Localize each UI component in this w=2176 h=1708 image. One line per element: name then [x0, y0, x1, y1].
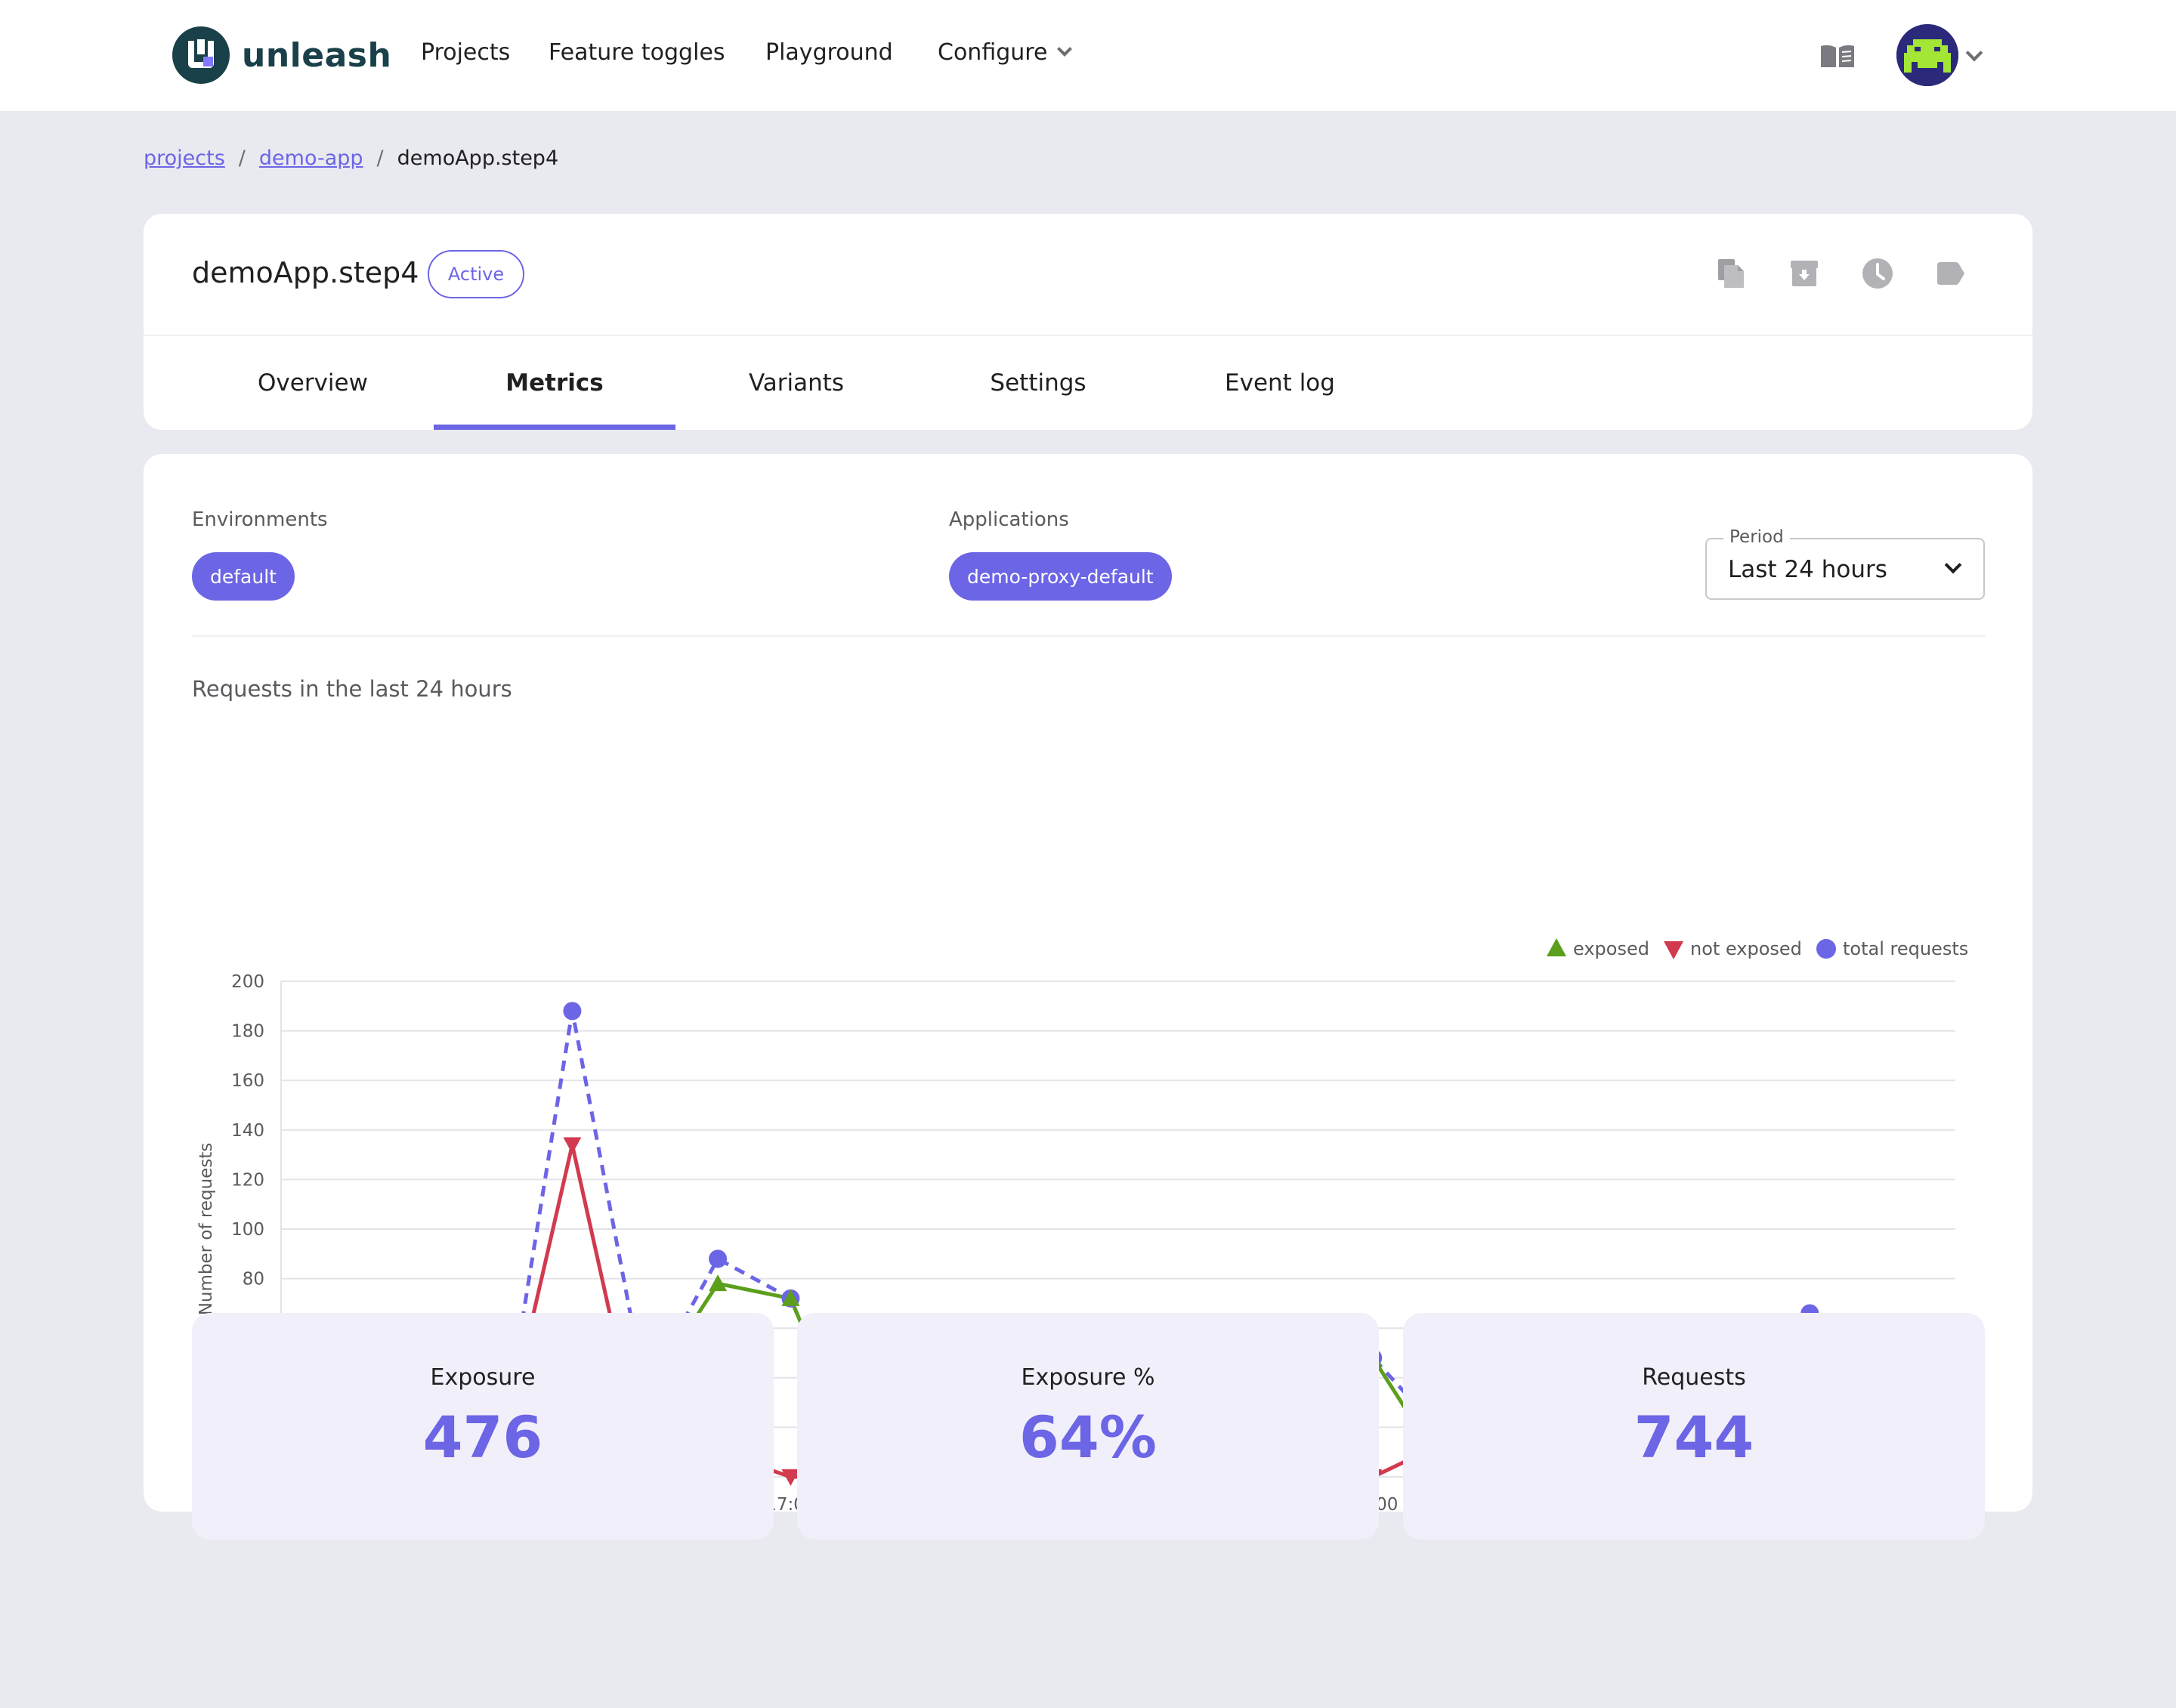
legend-label[interactable]: total requests	[1843, 938, 1968, 959]
archive-icon[interactable]	[1787, 256, 1822, 291]
y-tick-label: 200	[231, 972, 264, 992]
feature-name: demoApp.step4	[192, 256, 419, 289]
environment-chip[interactable]: default	[192, 552, 295, 601]
feature-header-card: demoApp.step4 Active Overview Metrics Va…	[144, 214, 2032, 430]
logo-text: unleash	[242, 36, 392, 75]
top-navigation-bar: unleash Projects Feature toggles Playgro…	[0, 0, 2176, 111]
stat-label: Exposure	[430, 1364, 536, 1391]
y-tick-label: 80	[243, 1270, 264, 1289]
application-chip[interactable]: demo-proxy-default	[949, 552, 1172, 601]
data-point-total-requests	[563, 1002, 582, 1021]
y-tick-label: 160	[231, 1071, 264, 1091]
metrics-card: Environments default Applications demo-p…	[144, 454, 2032, 1540]
feature-tabs: Overview Metrics Variants Settings Event…	[144, 336, 2032, 430]
breadcrumb: projects / demo-app / demoApp.step4	[144, 147, 558, 170]
applications-label: Applications	[949, 508, 1069, 531]
chevron-down-icon	[1057, 41, 1073, 57]
unleash-logo[interactable]: unleash	[172, 26, 391, 84]
data-point-total-requests	[709, 1249, 728, 1268]
user-avatar[interactable]	[1896, 24, 1958, 86]
stat-card-requests: Requests 744	[1403, 1313, 1985, 1540]
nav-projects[interactable]: Projects	[421, 39, 511, 66]
chart-title: Requests in the last 24 hours	[192, 676, 512, 702]
breadcrumb-current: demoApp.step4	[397, 147, 559, 170]
tab-event-log[interactable]: Event log	[1225, 369, 1335, 397]
status-badge: Active	[428, 250, 524, 298]
y-axis-label: Number of requests	[196, 1143, 216, 1316]
y-tick-label: 180	[231, 1022, 264, 1042]
data-point-exposed	[709, 1274, 728, 1292]
tab-variants[interactable]: Variants	[748, 369, 845, 397]
breadcrumb-separator: /	[376, 147, 384, 170]
breadcrumb-projects-link[interactable]: projects	[144, 147, 225, 170]
data-point-exposed	[781, 1289, 800, 1306]
tab-metrics[interactable]: Metrics	[434, 336, 675, 430]
period-value: Last 24 hours	[1728, 556, 1887, 583]
breadcrumb-project-link[interactable]: demo-app	[258, 147, 363, 170]
stat-value: 744	[1634, 1404, 1754, 1471]
unleash-logo-icon	[172, 26, 230, 84]
history-clock-icon[interactable]	[1860, 256, 1895, 291]
stat-value: 64%	[1019, 1404, 1157, 1471]
stat-label: Requests	[1642, 1364, 1746, 1391]
stat-card-exposure-percent: Exposure % 64%	[797, 1313, 1379, 1540]
avatar-invader-icon	[1896, 24, 1958, 86]
tab-overview[interactable]: Overview	[258, 369, 368, 397]
documentation-book-icon[interactable]	[1819, 43, 1856, 70]
legend-marker	[1664, 941, 1683, 959]
data-point-not-exposed	[563, 1137, 582, 1154]
user-menu-chevron-icon[interactable]	[1965, 44, 1983, 62]
y-tick-label: 120	[231, 1170, 264, 1190]
breadcrumb-separator: /	[238, 147, 246, 170]
stat-card-exposure: Exposure 476	[192, 1313, 774, 1540]
stat-label: Exposure %	[1021, 1364, 1155, 1391]
y-tick-label: 100	[231, 1220, 264, 1240]
legend-label[interactable]: not exposed	[1690, 938, 1802, 959]
nav-configure[interactable]: Configure	[938, 39, 1073, 66]
period-select[interactable]: Period Last 24 hours	[1705, 527, 1985, 600]
period-label: Period	[1723, 527, 1790, 547]
legend-marker	[1547, 938, 1566, 956]
legend-marker	[1816, 939, 1836, 959]
nav-playground[interactable]: Playground	[765, 39, 893, 66]
environments-label: Environments	[192, 508, 328, 531]
tab-settings[interactable]: Settings	[990, 369, 1086, 397]
stat-value: 476	[422, 1404, 543, 1471]
header-divider	[144, 335, 2032, 336]
legend-label[interactable]: exposed	[1573, 938, 1649, 959]
copy-icon[interactable]	[1714, 256, 1748, 291]
nav-feature-toggles[interactable]: Feature toggles	[549, 39, 725, 66]
tag-icon[interactable]	[1933, 256, 1967, 291]
filter-divider	[192, 635, 1986, 637]
requests-chart: 02040608010012014016018020010:0011:0012:…	[196, 938, 1980, 1515]
nav-configure-label: Configure	[938, 39, 1048, 66]
y-tick-label: 140	[231, 1121, 264, 1141]
chevron-down-icon	[1944, 556, 1962, 574]
